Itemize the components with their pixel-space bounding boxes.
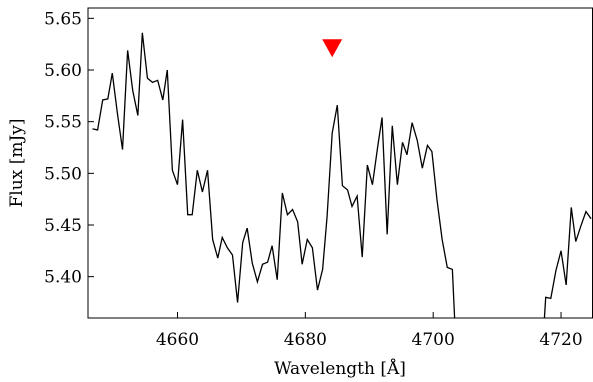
y-tick-label: 5.50 — [44, 164, 82, 184]
y-axis-label: Flux [mJy] — [7, 119, 27, 208]
x-tick-label: 4700 — [412, 330, 455, 350]
data-line — [92, 32, 592, 318]
x-tick-label: 4680 — [284, 330, 327, 350]
y-tick-label: 5.40 — [44, 268, 82, 288]
x-tick-label: 4660 — [156, 330, 199, 350]
marker-triangle — [322, 39, 343, 58]
y-tick-label: 5.45 — [44, 216, 82, 236]
plot-frame — [87, 7, 593, 319]
x-axis-label: Wavelength [Å] — [274, 358, 406, 379]
y-tick-label: 5.65 — [44, 9, 82, 29]
x-tick-label: 4720 — [539, 330, 582, 350]
y-tick-label: 5.55 — [44, 113, 82, 133]
y-tick-label: 5.60 — [44, 61, 82, 81]
